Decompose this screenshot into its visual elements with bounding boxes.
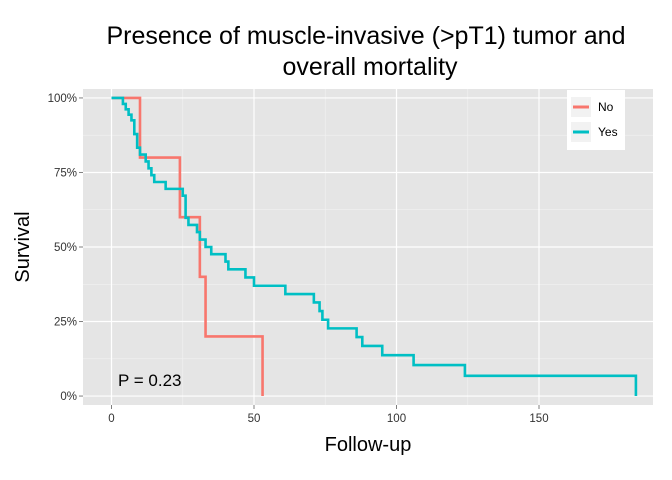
series-lines xyxy=(111,96,638,397)
y-tick-label: 75% xyxy=(54,167,77,179)
y-tick-label: 50% xyxy=(54,242,77,254)
x-axis: 0 50 100 150 xyxy=(108,405,549,425)
x-tick-label: 0 xyxy=(108,413,114,425)
y-tick-label: 0% xyxy=(60,391,77,403)
legend-label-no: No xyxy=(598,100,614,114)
chart-title-line-1: Presence of muscle-invasive (>pT1) tumor… xyxy=(107,22,626,50)
chart-title-line-2: overall mortality xyxy=(282,53,458,81)
y-tick-label: 25% xyxy=(54,317,77,329)
x-tick-label: 100 xyxy=(387,413,406,425)
y-axis: 0% 25% 50% 75% 100% xyxy=(48,93,83,403)
x-tick-label: 150 xyxy=(529,413,548,425)
series-line-no xyxy=(111,96,264,397)
series-line-yes xyxy=(111,96,638,397)
p-value-annotation: P = 0.23 xyxy=(118,371,182,390)
legend-label-yes: Yes xyxy=(598,125,618,139)
grid-lines xyxy=(83,89,653,405)
legend: No Yes xyxy=(567,90,625,150)
x-tick-label: 50 xyxy=(248,413,261,425)
y-axis-title: Survival xyxy=(12,211,34,282)
y-tick-label: 100% xyxy=(48,93,77,105)
x-axis-title: Follow-up xyxy=(325,434,412,456)
